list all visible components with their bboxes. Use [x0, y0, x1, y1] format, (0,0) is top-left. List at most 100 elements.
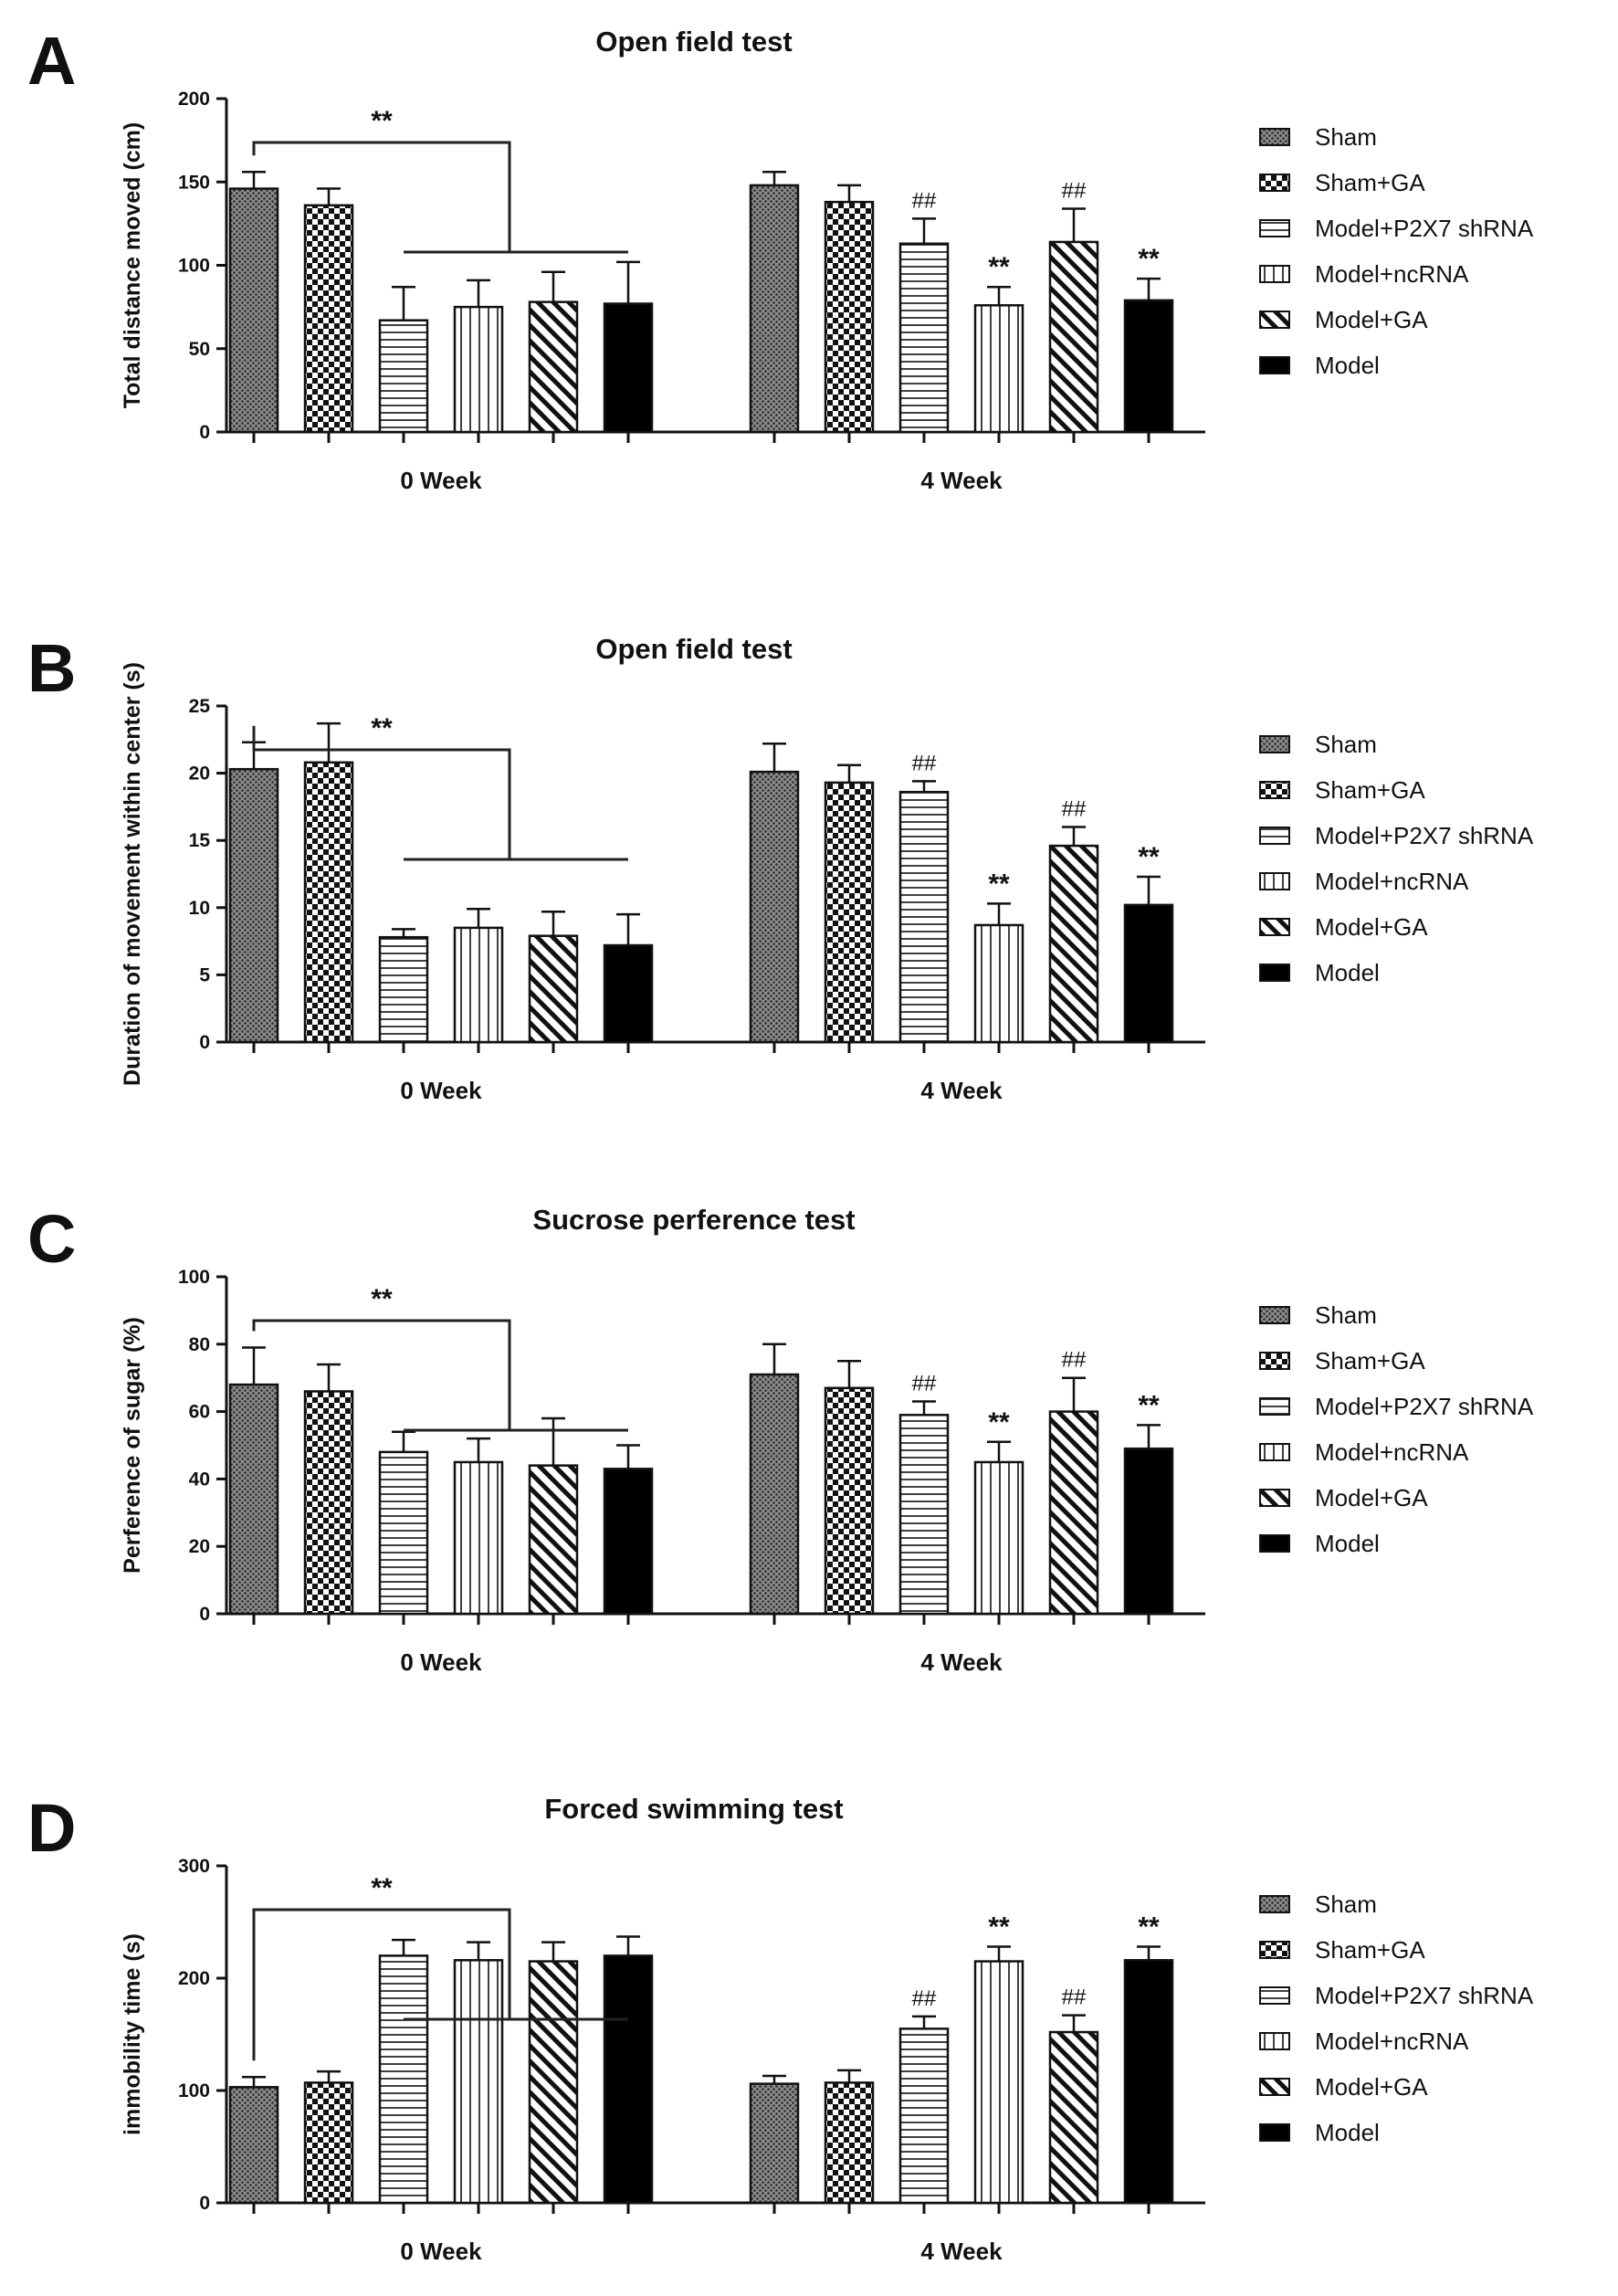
group-significance-label: ** [371, 1284, 393, 1314]
bar-sham-ga-0-week [303, 204, 354, 434]
y-tick-label: 150 [178, 172, 210, 193]
y-tick-label: 40 [189, 1469, 210, 1490]
bar-model-0-week [603, 943, 654, 1044]
legend-swatch [1259, 1489, 1290, 1507]
bar-model-p2x7-shrna-4-week [898, 1414, 950, 1616]
bar-model-p2x7-shrna-0-week [378, 1954, 429, 2205]
legend-entry: Model+P2X7 shRNA [1315, 1393, 1534, 1420]
legend: Sham Sham+GA Model+P2X7 shRNA Model+ncRNA Mo… [1259, 1891, 1534, 2146]
x-category-label: 0 Week [400, 1648, 482, 1676]
bar-sham-0-week [228, 767, 279, 1044]
y-tick-label: 0 [199, 2193, 210, 2214]
chart-title: Forced swimming test [544, 1793, 843, 1825]
y-tick-label: 15 [189, 830, 211, 851]
legend-swatch [1259, 2123, 1290, 2142]
y-tick-label: 300 [178, 1856, 210, 1877]
bar-model-ncrna-0-week [453, 926, 504, 1044]
legend-swatch [1259, 2032, 1290, 2050]
significance-label: ** [1138, 1390, 1160, 1420]
panel-letter: C [27, 1201, 76, 1277]
chart-title: Open field test [595, 26, 792, 58]
group-significance-label: ** [371, 713, 393, 743]
legend-entry: Sham [1315, 123, 1377, 151]
bar-model-0-week [603, 302, 654, 434]
bar-model-ga-4-week [1048, 1410, 1099, 1616]
bar-model-ncrna-4-week [973, 304, 1024, 434]
legend-swatch [1259, 1352, 1290, 1370]
legend-swatch [1259, 128, 1290, 146]
group-significance-label: ** [371, 106, 393, 136]
y-tick-label: 100 [178, 256, 210, 277]
bar-sham-4-week [749, 184, 800, 434]
legend-swatch [1259, 1895, 1290, 1913]
bar-model-ga-0-week [528, 1960, 579, 2205]
y-tick-label: 80 [189, 1334, 210, 1355]
bar-sham-ga-0-week [303, 2081, 354, 2205]
y-tick-label: 20 [189, 764, 210, 785]
bar-model-p2x7-shrna-0-week [378, 935, 429, 1044]
bar-sham-0-week [228, 2086, 279, 2205]
significance-label: ## [1062, 1348, 1087, 1373]
bar-sham-4-week [749, 2082, 800, 2205]
bar-model-ncrna-4-week [973, 1460, 1024, 1616]
bar-model-ncrna-4-week [973, 923, 1024, 1044]
comparison-bracket [252, 1908, 511, 2061]
bar-sham-4-week [749, 1373, 800, 1616]
legend-swatch [1259, 174, 1290, 192]
y-axis-title: Total distance moved (cm) [120, 122, 145, 409]
x-category-label: 4 Week [920, 2238, 1003, 2265]
significance-label: ** [988, 869, 1010, 899]
bar-model-p2x7-shrna-0-week [378, 319, 429, 434]
y-tick-label: 100 [178, 2080, 210, 2101]
y-tick-label: 200 [178, 89, 210, 110]
legend-swatch [1259, 1986, 1290, 2005]
legend-swatch [1259, 265, 1290, 283]
bar-model-ncrna-0-week [453, 305, 504, 434]
group-significance-label: ** [371, 1873, 393, 1903]
legend-swatch [1259, 735, 1290, 753]
legend-swatch [1259, 1306, 1290, 1324]
legend-swatch [1259, 1941, 1290, 1959]
legend-entry: Model [1315, 959, 1380, 986]
legend-entry: Model [1315, 2119, 1380, 2146]
x-category-label: 0 Week [400, 2238, 482, 2265]
legend-entry: Model+GA [1315, 306, 1428, 333]
significance-label: ** [1138, 1912, 1160, 1943]
y-tick-label: 50 [189, 339, 210, 360]
legend-swatch [1259, 219, 1290, 237]
legend-entry: Sham+GA [1315, 1347, 1425, 1374]
bar-model-ga-0-week [528, 300, 579, 434]
significance-label: ## [912, 751, 937, 775]
bar-model-0-week [603, 1954, 654, 2205]
bar-model-ga-4-week [1048, 844, 1099, 1044]
legend-entry: Model [1315, 352, 1380, 379]
legend-swatch [1259, 781, 1290, 799]
x-category-label: 4 Week [920, 1648, 1003, 1676]
legend: Sham Sham+GA Model+P2X7 shRNA Model+ncRNA Mo… [1259, 1301, 1534, 1557]
x-category-label: 0 Week [400, 467, 482, 494]
legend-entry: Sham [1315, 1301, 1377, 1329]
bar-model-ncrna-4-week [973, 1960, 1024, 2205]
legend-entry: Model [1315, 1530, 1380, 1557]
legend-entry: Model+P2X7 shRNA [1315, 1982, 1534, 2009]
y-tick-label: 100 [178, 1267, 210, 1288]
panel-a: A Open field test Total distance moved (cm… [27, 23, 1534, 494]
legend-entry: Model+P2X7 shRNA [1315, 822, 1534, 849]
legend-entry: Model+ncRNA [1315, 868, 1469, 895]
significance-label: ## [1062, 178, 1087, 203]
x-category-label: 0 Week [400, 1077, 482, 1104]
legend-entry: Model+ncRNA [1315, 2027, 1469, 2055]
bar-model-p2x7-shrna-4-week [898, 242, 950, 434]
bar-sham-ga-0-week [303, 761, 354, 1044]
significance-label: ## [912, 1372, 937, 1396]
legend-entry: Model+GA [1315, 1484, 1428, 1511]
y-tick-label: 5 [199, 964, 210, 985]
bar-sham-ga-4-week [824, 2081, 875, 2205]
bar-model-ga-4-week [1048, 240, 1099, 434]
y-axis-title: immobility time (s) [120, 1933, 145, 2135]
legend-entry: Model+P2X7 shRNA [1315, 215, 1534, 242]
bar-sham-ga-4-week [824, 781, 875, 1044]
panel-d: D Forced swimming test immobility time (s)… [27, 1790, 1534, 2265]
x-category-label: 4 Week [920, 467, 1003, 494]
bar-model-p2x7-shrna-4-week [898, 2027, 950, 2205]
